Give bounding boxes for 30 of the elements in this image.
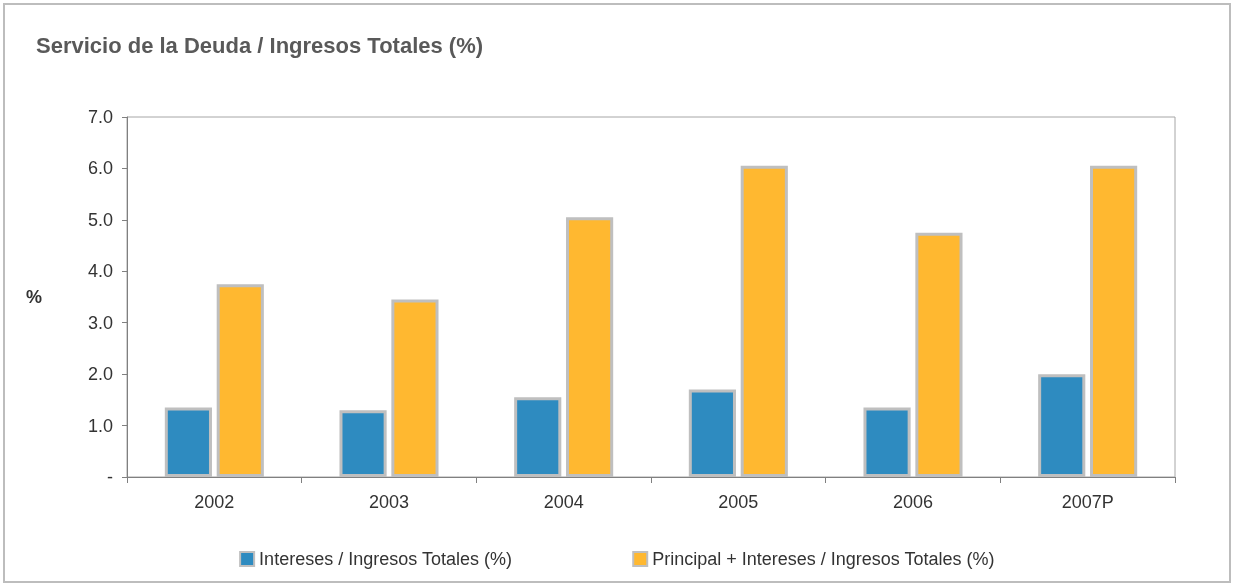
chart-title: Servicio de la Deuda / Ingresos Totales (%) [36, 32, 484, 58]
y-tick-label: 1.0 [87, 415, 113, 436]
bar [688, 389, 736, 477]
legend-label: Principal + Intereses / Ingresos Totales (%) [652, 549, 995, 569]
bar [216, 284, 264, 477]
bar [1038, 374, 1086, 477]
x-tick-label: 2005 [718, 492, 759, 512]
y-tick-label: 7.0 [87, 107, 113, 127]
y-tick-label: 3.0 [87, 312, 113, 333]
x-tick-label: 2007P [1061, 492, 1114, 512]
y-tick-label: - [107, 467, 113, 487]
bar [391, 299, 439, 477]
bar [863, 407, 911, 477]
bar [566, 217, 614, 477]
x-tick-label: 2002 [194, 492, 235, 512]
x-tick-label: 2006 [892, 492, 934, 512]
bar [514, 397, 562, 477]
y-tick-label: 5.0 [87, 209, 113, 230]
bar [339, 410, 387, 477]
y-tick-label: 2.0 [87, 364, 113, 385]
x-tick-label: 2004 [543, 492, 584, 512]
bar [1090, 165, 1138, 477]
bar [740, 165, 788, 477]
bar [915, 232, 963, 477]
x-tick-label: 2003 [368, 492, 410, 512]
y-axis-title: % [25, 287, 42, 307]
y-tick-label: 4.0 [87, 261, 113, 282]
y-tick-label: 6.0 [87, 158, 113, 179]
bar [164, 407, 212, 477]
legend-label: Intereses / Ingresos Totales (%) [259, 549, 512, 569]
